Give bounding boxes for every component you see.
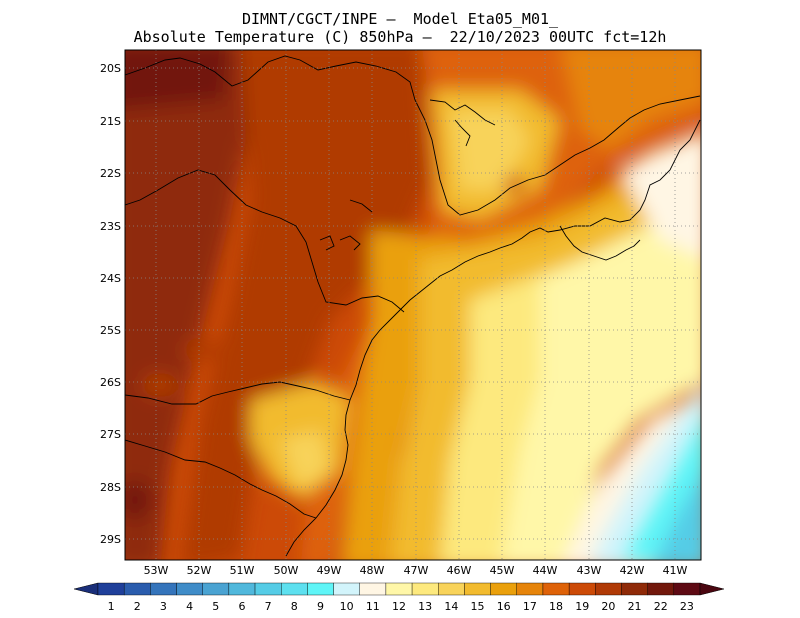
colorbar-label: 10 bbox=[340, 600, 354, 613]
longitude-labels: 53W 52W 51W 50W 49W 48W 47W 46W 45W 44W … bbox=[144, 564, 688, 577]
colorbar-label: 9 bbox=[317, 600, 324, 613]
colorbar-label: 18 bbox=[549, 600, 563, 613]
coastline-borders bbox=[125, 55, 701, 557]
colorbar-label: 2 bbox=[134, 600, 141, 613]
colorbar-label: 3 bbox=[160, 600, 167, 613]
colorbar-swatch bbox=[490, 582, 517, 596]
colorbar-swatch bbox=[359, 582, 387, 596]
colorbar-label: 22 bbox=[654, 600, 668, 613]
colorbar-label: 21 bbox=[628, 600, 642, 613]
map-title-line2: Absolute Temperature (C) 850hPa – 22/10/… bbox=[133, 28, 667, 46]
colorbar-label: 17 bbox=[523, 600, 537, 613]
lon-label: 50W bbox=[274, 564, 299, 577]
colorbar-swatch bbox=[673, 582, 701, 596]
colorbar-label: 16 bbox=[497, 600, 511, 613]
lat-label: 24S bbox=[100, 272, 121, 285]
lat-label: 20S bbox=[100, 62, 121, 75]
lat-label: 28S bbox=[100, 481, 121, 494]
colorbar-swatch bbox=[516, 582, 544, 596]
lat-label: 27S bbox=[100, 428, 121, 441]
lon-label: 52W bbox=[187, 564, 212, 577]
lat-label: 25S bbox=[100, 324, 121, 337]
colorbar-label: 11 bbox=[366, 600, 380, 613]
colorbar-label: 6 bbox=[238, 600, 245, 613]
lon-label: 42W bbox=[620, 564, 645, 577]
lon-label: 46W bbox=[447, 564, 472, 577]
colorbar-label: 15 bbox=[471, 600, 485, 613]
colorbar-label: 19 bbox=[575, 600, 589, 613]
colorbar-label: 1 bbox=[108, 600, 115, 613]
map-title-line1: DIMNT/CGCT/INPE – Model Eta05_M01_ bbox=[241, 10, 559, 28]
colorbar-label: 14 bbox=[444, 600, 458, 613]
lon-label: 51W bbox=[230, 564, 255, 577]
colorbar-swatch bbox=[595, 582, 622, 596]
colorbar-label: 5 bbox=[212, 600, 219, 613]
lat-label: 29S bbox=[100, 533, 121, 546]
colorbar-swatch bbox=[123, 582, 151, 596]
colorbar-swatch bbox=[464, 582, 491, 596]
colorbar-swatch bbox=[333, 582, 360, 596]
colorbar-label: 23 bbox=[680, 600, 694, 613]
lat-label: 26S bbox=[100, 376, 121, 389]
lon-label: 44W bbox=[533, 564, 558, 577]
lon-label: 41W bbox=[663, 564, 688, 577]
colorbar-swatch bbox=[568, 582, 596, 596]
latitude-labels: 20S 21S 22S 23S 24S 25S 26S 27S 28S 29S bbox=[100, 62, 121, 546]
colorbar-swatch bbox=[647, 582, 675, 596]
colorbar-swatch bbox=[621, 582, 648, 596]
colorbar-swatch bbox=[411, 582, 439, 596]
colorbar-swatch bbox=[281, 582, 308, 596]
colorbar-swatch bbox=[307, 582, 334, 596]
colorbar-label: 12 bbox=[392, 600, 406, 613]
lon-label: 49W bbox=[317, 564, 342, 577]
colorbar-swatch bbox=[150, 582, 177, 596]
lat-label: 22S bbox=[100, 167, 121, 180]
graticule bbox=[125, 50, 701, 560]
colorbar-label: 8 bbox=[291, 600, 298, 613]
colorbar-swatch bbox=[176, 582, 203, 596]
colorbar-swatch bbox=[542, 582, 570, 596]
colorbar-left-arrow bbox=[73, 582, 99, 596]
lat-label: 21S bbox=[100, 115, 121, 128]
lon-label: 43W bbox=[577, 564, 602, 577]
colorbar-swatch bbox=[97, 582, 125, 596]
temperature-field bbox=[125, 50, 701, 560]
colorbar-swatch bbox=[202, 582, 230, 596]
lon-label: 45W bbox=[490, 564, 515, 577]
colorbar-label: 13 bbox=[418, 600, 432, 613]
lon-label: 53W bbox=[144, 564, 169, 577]
lon-label: 48W bbox=[360, 564, 385, 577]
colorbar-right-arrow bbox=[699, 582, 725, 596]
colorbar-swatch bbox=[385, 582, 413, 596]
colorbar: 1 2 3 4 5 6 7 8 9 10 11 12 13 14 15 16 17 18 19 20 21 22 23 bbox=[73, 582, 725, 613]
colorbar-label: 4 bbox=[186, 600, 193, 613]
colorbar-swatch bbox=[254, 582, 282, 596]
colorbar-swatch bbox=[228, 582, 256, 596]
lat-label: 23S bbox=[100, 220, 121, 233]
colorbar-swatch bbox=[438, 582, 465, 596]
plot-frame bbox=[124, 49, 702, 561]
colorbar-label: 20 bbox=[601, 600, 615, 613]
lon-label: 47W bbox=[404, 564, 429, 577]
colorbar-label: 7 bbox=[265, 600, 272, 613]
